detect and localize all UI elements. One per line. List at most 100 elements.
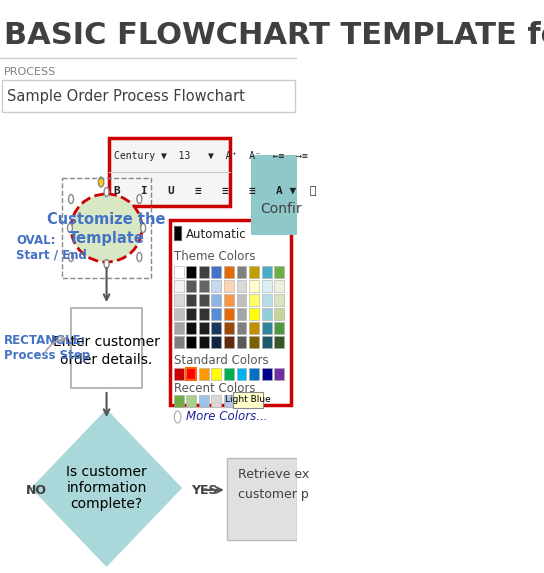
Bar [199,280,209,292]
Text: More Colors...: More Colors... [186,410,267,423]
Bar [224,294,234,306]
Bar [187,266,196,278]
Bar [262,294,271,306]
Circle shape [69,194,73,203]
Bar [274,322,284,334]
Text: Template: Template [69,230,145,245]
Ellipse shape [71,194,142,262]
Bar [187,280,196,292]
Bar [187,308,196,320]
Text: Customize the: Customize the [47,213,166,227]
Bar [262,322,271,334]
Bar [274,336,284,348]
Text: order details.: order details. [60,353,153,367]
Bar [2,80,295,112]
Bar [237,266,246,278]
Bar [224,395,234,407]
Bar [212,336,221,348]
Bar [174,395,184,407]
Bar [249,266,259,278]
Bar [212,266,221,278]
Circle shape [69,253,73,261]
Circle shape [104,187,109,197]
Bar [174,294,184,306]
Text: Recent Colors: Recent Colors [174,382,255,394]
Text: Century ▼  13   ▼  A⁺  A⁻  ←≡  →≡: Century ▼ 13 ▼ A⁺ A⁻ ←≡ →≡ [114,151,307,161]
Bar [237,308,246,320]
Bar [199,368,209,380]
Circle shape [98,177,104,187]
Text: B   I   U   ≡   ≡   ≡   A ▼  🖌: B I U ≡ ≡ ≡ A ▼ 🖌 [114,185,316,195]
Bar [174,266,184,278]
Bar [174,368,184,380]
Text: Theme Colors: Theme Colors [174,249,255,262]
Text: Is customer: Is customer [66,465,147,479]
Bar [199,266,209,278]
Bar [224,368,234,380]
Bar [249,280,259,292]
Text: Standard Colors: Standard Colors [174,354,268,367]
Bar [174,322,184,334]
Bar [262,280,271,292]
Bar [249,294,259,306]
Polygon shape [227,458,297,540]
Bar [224,322,234,334]
Text: Confir: Confir [260,202,302,216]
Bar [237,322,246,334]
Bar [109,138,230,206]
Bar [212,294,221,306]
Text: customer p: customer p [238,488,309,501]
Bar [199,308,209,320]
Bar [262,336,271,348]
Bar [212,395,221,407]
Text: Enter customer: Enter customer [53,335,160,349]
Bar [170,220,290,405]
Polygon shape [30,408,183,568]
Text: complete?: complete? [71,497,143,511]
Bar [262,266,271,278]
Bar [199,336,209,348]
Bar [249,336,259,348]
Bar [237,336,246,348]
Bar [262,368,271,380]
Circle shape [141,223,146,233]
Text: Light Blue: Light Blue [225,395,271,405]
Bar [199,322,209,334]
Text: Automatic: Automatic [186,227,246,241]
Bar [224,280,234,292]
Bar [187,368,196,380]
Bar [187,336,196,348]
Bar [174,336,184,348]
Circle shape [137,253,142,261]
Text: YES: YES [191,484,218,496]
Bar [212,322,221,334]
Bar [212,280,221,292]
Bar [237,368,246,380]
Bar [249,368,259,380]
Text: Retrieve ex: Retrieve ex [238,468,310,481]
Bar [71,308,142,388]
Text: NO: NO [26,484,47,496]
Circle shape [104,260,109,269]
Bar [224,266,234,278]
Bar [274,266,284,278]
Bar [212,368,221,380]
Bar [274,368,284,380]
Bar [174,308,184,320]
Bar [63,178,151,278]
Text: RECTANGLE:
Process Step: RECTANGLE: Process Step [4,334,90,362]
Bar [212,308,221,320]
Bar [274,308,284,320]
Circle shape [137,194,142,203]
Bar [237,395,246,407]
Text: OVAL:
Start / End: OVAL: Start / End [16,234,87,262]
Bar [249,322,259,334]
Bar [237,294,246,306]
Bar [187,395,196,407]
Bar [187,322,196,334]
Bar [233,392,263,408]
Text: information: information [66,481,147,495]
Bar [274,294,284,306]
Bar [224,308,234,320]
Bar [199,395,209,407]
